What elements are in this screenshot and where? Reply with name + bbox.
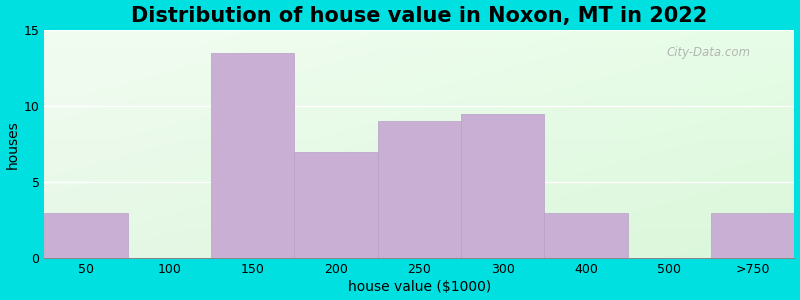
- Bar: [711, 213, 794, 258]
- Bar: [211, 53, 294, 258]
- Bar: [545, 213, 628, 258]
- Bar: [461, 114, 545, 258]
- Title: Distribution of house value in Noxon, MT in 2022: Distribution of house value in Noxon, MT…: [131, 6, 707, 26]
- Bar: [378, 121, 461, 258]
- Bar: [45, 213, 128, 258]
- X-axis label: house value ($1000): house value ($1000): [348, 280, 491, 294]
- Text: City-Data.com: City-Data.com: [667, 46, 751, 59]
- Y-axis label: houses: houses: [6, 120, 19, 169]
- Bar: [294, 152, 378, 258]
